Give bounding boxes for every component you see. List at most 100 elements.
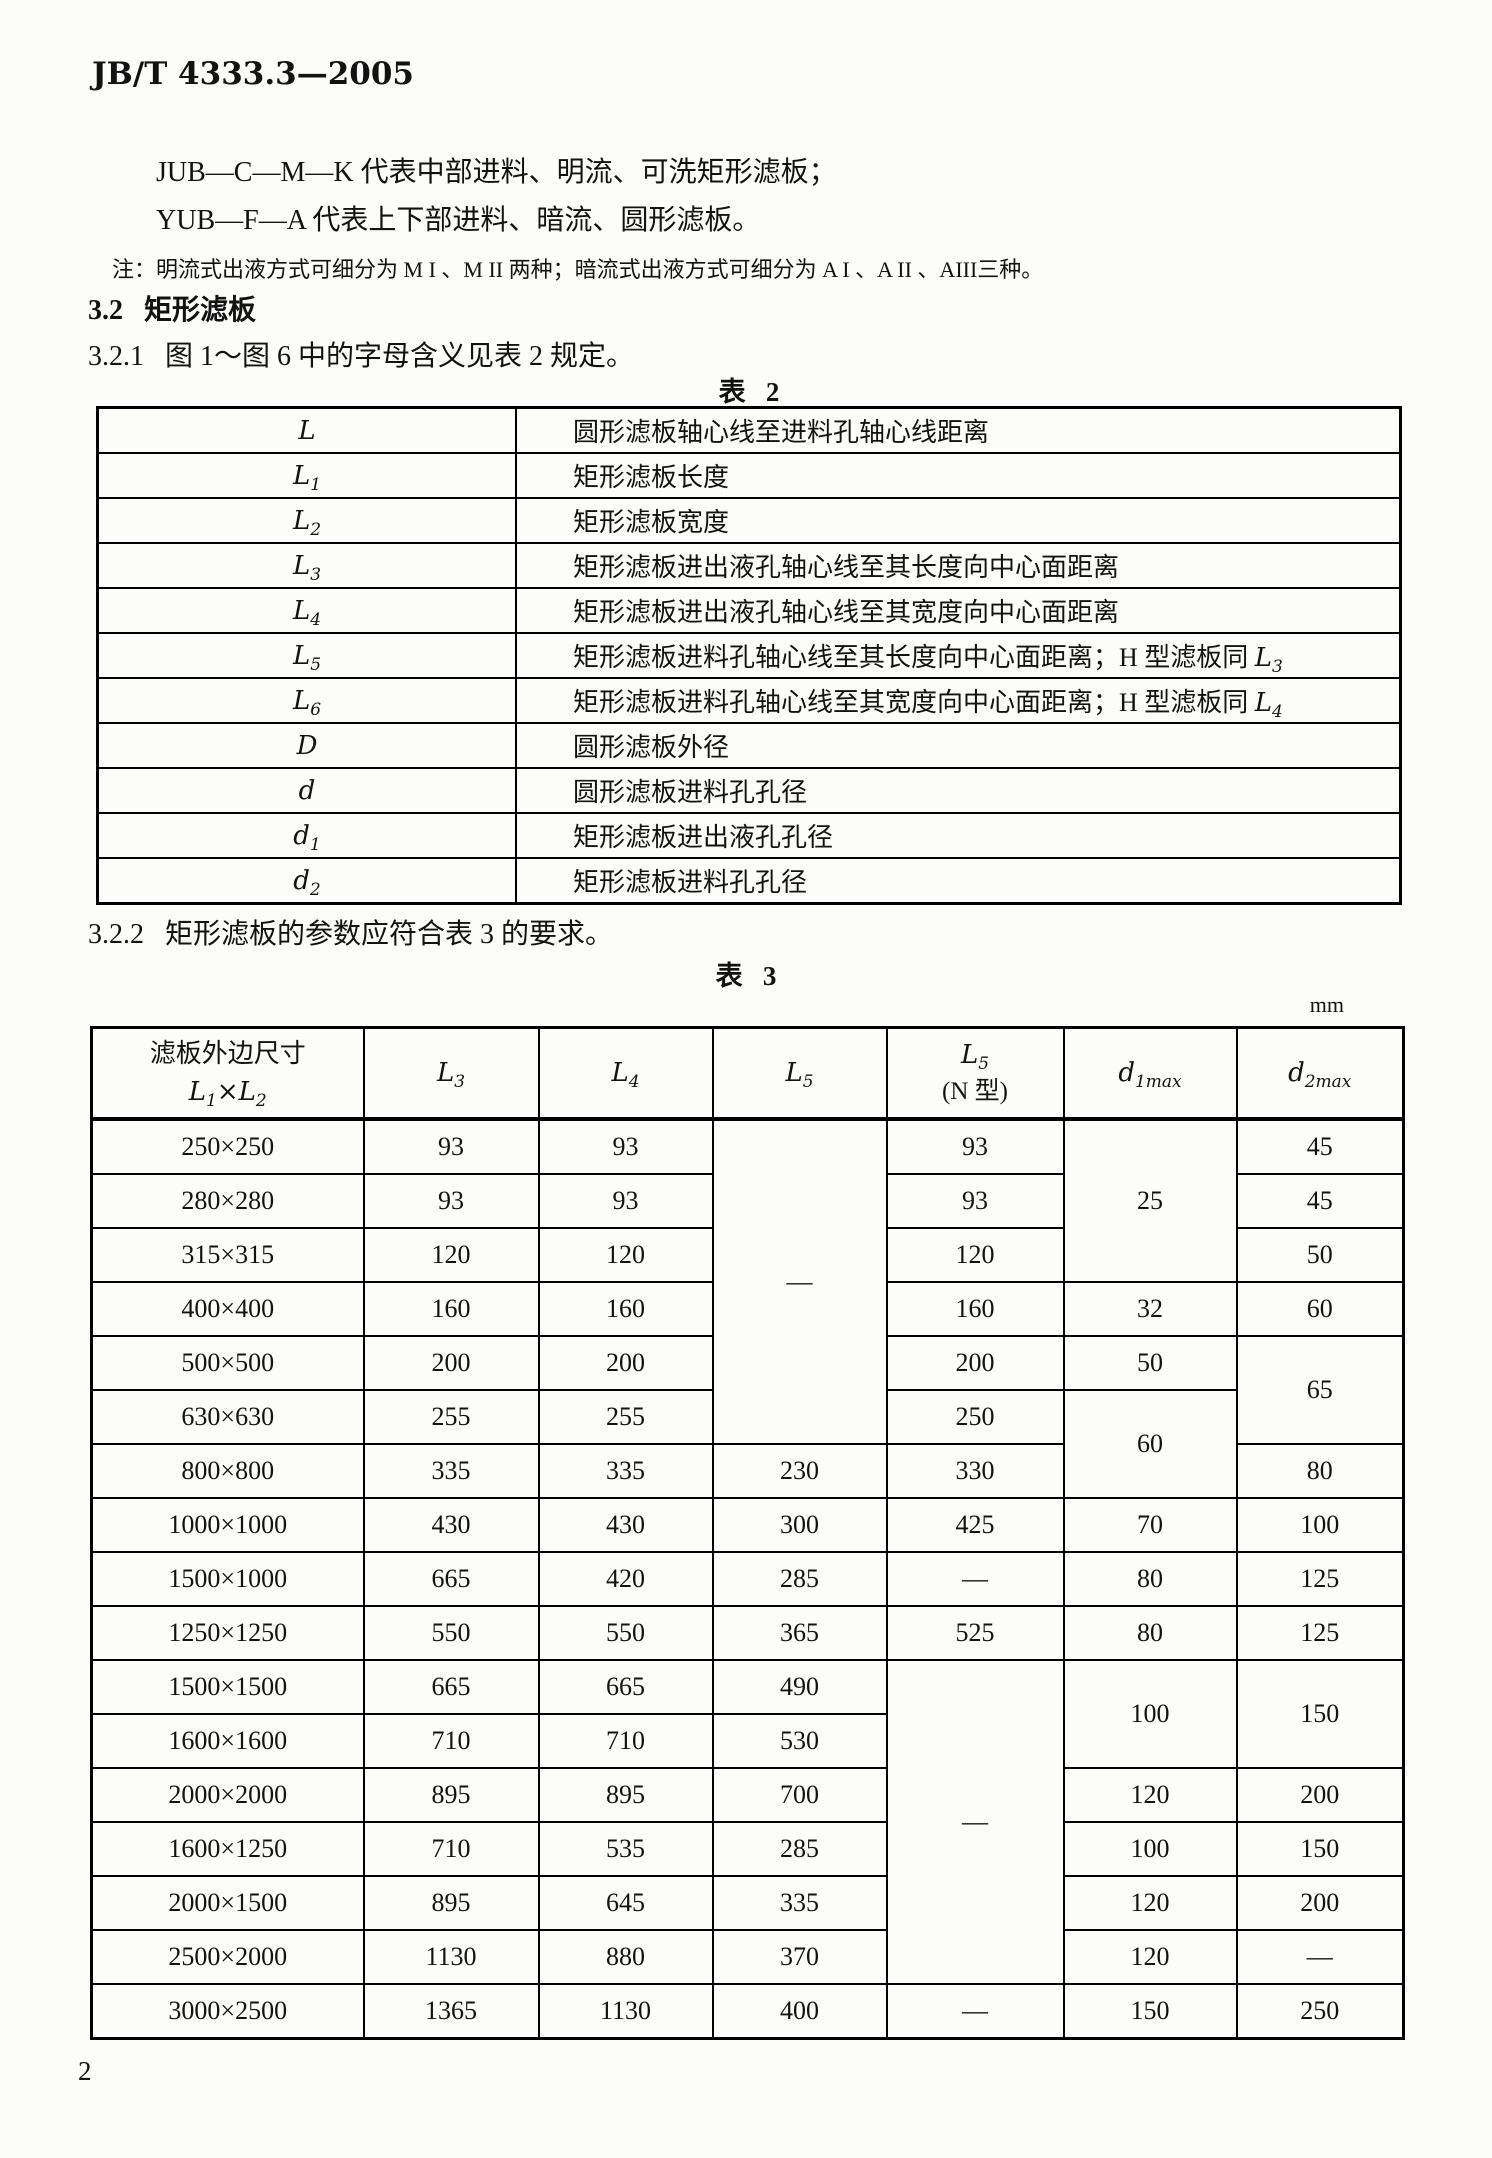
section-3-2-2-text: 3.2.2 矩形滤板的参数应符合表 3 的要求。 [88, 919, 614, 950]
d1max-cell: 120 [1062, 1929, 1238, 1985]
description-cell: 矩形滤板进料孔轴心线至其长度向中心面距离；H 型滤板同 L3 [515, 632, 1402, 679]
l4-cell: 160 [537, 1281, 714, 1337]
l5-cell: 530 [711, 1713, 888, 1769]
table-row: 1500×1000 665 420 285 — 80 125 [90, 1551, 1405, 1607]
l5-cell: 300 [711, 1497, 888, 1553]
size-cell: 800×800 [90, 1443, 365, 1499]
d2max-cell: 200 [1235, 1875, 1405, 1931]
size-cell: 1250×1250 [90, 1605, 365, 1661]
description-cell: 圆形滤板外径 [515, 722, 1402, 769]
l5-cell: 370 [711, 1929, 888, 1985]
l5-cell: 490 [711, 1659, 888, 1715]
table-row: 2000×2000 895 895 700 120 200 [90, 1767, 1405, 1823]
l5n-cell: 93 [885, 1173, 1065, 1229]
d1max-cell: 70 [1062, 1497, 1238, 1553]
description-cell: 矩形滤板进出液孔孔径 [515, 812, 1402, 859]
size-cell: 1500×1000 [90, 1551, 365, 1607]
header-l4: L4 [537, 1026, 714, 1121]
table-row: 500×500 200 200 200 50 65 [90, 1335, 1405, 1445]
code-explanation-line-2: YUB—F—A 代表上下部进料、暗流、圆形滤板。 [156, 205, 761, 236]
symbol-cell: D [96, 722, 517, 769]
l5n-cell: 93 [885, 1118, 1065, 1175]
l4-cell: 710 [537, 1713, 714, 1769]
l5n-cell: 120 [885, 1227, 1065, 1283]
l5-cell: 285 [711, 1551, 888, 1607]
d2max-cell-merged: 65 [1235, 1335, 1405, 1445]
size-cell: 630×630 [90, 1389, 365, 1445]
d2max-cell: 125 [1235, 1605, 1405, 1661]
table-row: 280×280 93 93 93 45 [90, 1173, 1405, 1229]
description-cell: 矩形滤板进出液孔轴心线至其宽度向中心面距离 [515, 587, 1402, 634]
l3-cell: 255 [362, 1389, 540, 1445]
table-header-row: 滤板外边尺寸 L1×L2 L3 L4 L5 L5 (N 型) d1max d2m… [90, 1026, 1405, 1121]
l4-cell: 550 [537, 1605, 714, 1661]
l3-cell: 120 [362, 1227, 540, 1283]
l3-cell: 160 [362, 1281, 540, 1337]
d2max-cell: 200 [1235, 1767, 1405, 1823]
table-row: L1 矩形滤板长度 [96, 452, 1402, 499]
size-cell: 1500×1500 [90, 1659, 365, 1715]
d1max-cell-merged: 25 [1062, 1118, 1238, 1283]
l3-cell: 1130 [362, 1929, 540, 1985]
l5n-cell-merged: — [885, 1659, 1065, 1985]
table-row: L5 矩形滤板进料孔轴心线至其长度向中心面距离；H 型滤板同 L3 [96, 632, 1402, 679]
section-3-2-heading: 3.2 矩形滤板 [88, 295, 257, 326]
l5n-cell: — [885, 1983, 1065, 2040]
d1max-cell: 120 [1062, 1767, 1238, 1823]
d1max-cell-merged: 100 [1062, 1659, 1238, 1769]
d1max-cell: 50 [1062, 1335, 1238, 1391]
table-row: 315×315 120 120 120 50 [90, 1227, 1405, 1283]
l4-cell: 535 [537, 1821, 714, 1877]
l3-cell: 665 [362, 1551, 540, 1607]
description-cell: 矩形滤板宽度 [515, 497, 1402, 544]
symbol-cell: L2 [96, 497, 517, 544]
table-row: 2000×1500 895 645 335 120 200 [90, 1875, 1405, 1931]
description-cell: 矩形滤板长度 [515, 452, 1402, 499]
table-row: d 圆形滤板进料孔孔径 [96, 767, 1402, 814]
l4-cell: 93 [537, 1173, 714, 1229]
l5-cell-merged: — [711, 1118, 888, 1445]
size-cell: 280×280 [90, 1173, 365, 1229]
table-row: 1500×1500 665 665 490 — 100 150 [90, 1659, 1405, 1985]
d2max-cell: 50 [1235, 1227, 1405, 1283]
table-row: D 圆形滤板外径 [96, 722, 1402, 769]
table-row: 1250×1250 550 550 365 525 80 125 [90, 1605, 1405, 1661]
d1max-cell: 120 [1062, 1875, 1238, 1931]
l5-cell: 335 [711, 1875, 888, 1931]
l5-cell: 700 [711, 1767, 888, 1823]
d1max-cell: 32 [1062, 1281, 1238, 1337]
d1max-cell: 80 [1062, 1551, 1238, 1607]
symbol-cell: L4 [96, 587, 517, 634]
table-row: 1000×1000 430 430 300 425 70 100 [90, 1497, 1405, 1553]
description-cell: 矩形滤板进料孔孔径 [515, 857, 1402, 905]
d2max-cell: 125 [1235, 1551, 1405, 1607]
table-row: 800×800 335 335 230 330 80 [90, 1443, 1405, 1499]
table-3: 滤板外边尺寸 L1×L2 L3 L4 L5 L5 (N 型) d1max d2m… [90, 1026, 1405, 2040]
l5n-cell: 160 [885, 1281, 1065, 1337]
header-l3: L3 [362, 1026, 540, 1121]
table-row: d1 矩形滤板进出液孔孔径 [96, 812, 1402, 859]
unit-label: mm [1309, 992, 1344, 1017]
description-cell: 矩形滤板进出液孔轴心线至其长度向中心面距离 [515, 542, 1402, 589]
description-cell: 圆形滤板轴心线至进料孔轴心线距离 [515, 406, 1402, 454]
l3-cell: 895 [362, 1767, 540, 1823]
page-number: 2 [78, 2056, 92, 2086]
symbol-cell: L5 [96, 632, 517, 679]
l5n-cell: — [885, 1551, 1065, 1607]
d2max-cell: 60 [1235, 1281, 1405, 1337]
l4-cell: 1130 [537, 1983, 714, 2040]
l3-cell: 335 [362, 1443, 540, 1499]
l4-cell: 645 [537, 1875, 714, 1931]
size-cell: 500×500 [90, 1335, 365, 1391]
l5-cell: 365 [711, 1605, 888, 1661]
size-cell: 1000×1000 [90, 1497, 365, 1553]
symbol-cell: d [96, 767, 517, 814]
d2max-cell: 100 [1235, 1497, 1405, 1553]
l5-cell: 400 [711, 1983, 888, 2040]
d2max-cell: 45 [1235, 1118, 1405, 1175]
description-cell: 圆形滤板进料孔孔径 [515, 767, 1402, 814]
d1max-cell: 100 [1062, 1821, 1238, 1877]
header-l5-n-type: L5 (N 型) [885, 1026, 1065, 1121]
header-d1max: d1max [1062, 1026, 1238, 1121]
